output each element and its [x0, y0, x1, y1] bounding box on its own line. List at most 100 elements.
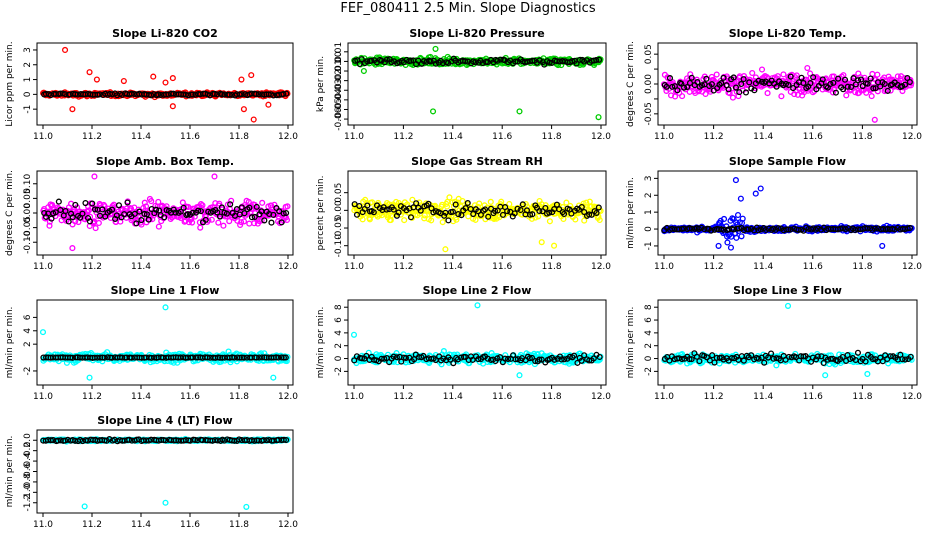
selected-point: [79, 210, 86, 217]
selected-point: [449, 208, 456, 215]
selected-point: [477, 211, 484, 218]
selected-point: [663, 83, 670, 90]
selected-point: [197, 208, 204, 215]
selected-point: [180, 204, 187, 211]
data-point: [735, 93, 742, 100]
y-axis-label: degrees C per min.: [626, 41, 636, 127]
x-tick-label: 11.0: [33, 520, 53, 530]
data-point: [596, 216, 603, 224]
selected-point: [775, 225, 782, 232]
selected-point: [708, 227, 715, 234]
outlier-point: [432, 45, 439, 52]
outlier-point: [871, 116, 878, 123]
data-point: [476, 200, 483, 207]
x-tick-label: 12.0: [278, 392, 298, 402]
chart-panel: Slope Li-820 Temp.11.0 11.2 11.4 11.6 11.8 12…: [626, 27, 922, 142]
selected-point: [417, 207, 424, 214]
y-tick-label: -0.06: [334, 107, 344, 131]
selected-point: [407, 57, 415, 64]
selected-point: [195, 207, 202, 214]
y-tick-label: -2: [23, 366, 33, 375]
selected-point: [115, 202, 123, 209]
selected-point: [109, 206, 116, 213]
y-tick-label: 0.00: [334, 200, 344, 220]
y-tick-label: 4: [644, 330, 654, 336]
data-point: [258, 217, 265, 224]
selected-point: [698, 224, 705, 231]
selected-point: [280, 90, 287, 98]
outlier-point: [360, 67, 367, 75]
selected-point: [72, 201, 79, 208]
data-point: [401, 217, 408, 224]
outlier-point: [62, 46, 69, 54]
data-point: [268, 202, 275, 209]
selected-point: [255, 91, 262, 98]
selected-point: [738, 80, 745, 87]
selected-point: [280, 210, 287, 217]
selected-point: [745, 226, 752, 233]
y-tick-label: 8: [334, 304, 344, 310]
y-tick-label: -1: [644, 241, 654, 250]
selected-point: [464, 199, 471, 207]
x-tick-label: 11.8: [229, 520, 249, 530]
x-tick-label: 11.8: [542, 132, 562, 142]
selected-point: [494, 57, 501, 64]
x-tick-label: 11.4: [443, 262, 463, 272]
selected-point: [238, 204, 245, 211]
selected-point: [511, 210, 518, 217]
selected-point: [189, 209, 196, 216]
outlier-point: [162, 79, 169, 86]
chart-title: Slope Li-820 CO2: [112, 27, 218, 40]
data-point: [208, 216, 215, 223]
selected-point: [870, 85, 877, 92]
selected-point: [686, 79, 694, 87]
selected-point: [141, 210, 148, 218]
selected-point: [832, 89, 839, 96]
main-title: FEF_080411 2.5 Min. Slope Diagnostics: [340, 1, 596, 16]
y-tick-label: -0.05: [644, 102, 654, 125]
data-point: [453, 216, 460, 223]
selected-point: [708, 81, 715, 88]
x-tick-label: 11.6: [180, 132, 200, 142]
data-point: [359, 216, 366, 223]
selected-point: [82, 199, 89, 207]
outlier-point: [538, 239, 545, 246]
selected-point: [395, 209, 402, 216]
selected-point: [74, 91, 81, 98]
y-tick-label: -0.02: [334, 69, 344, 92]
plot-frame: [347, 299, 607, 386]
y-axis-label: Licor ppm per min.: [5, 41, 15, 126]
data-point: [215, 219, 222, 226]
data-point: [485, 205, 492, 212]
selected-point: [364, 58, 371, 65]
x-tick-label: 11.0: [654, 392, 674, 402]
selected-point: [248, 214, 255, 221]
selected-point: [55, 198, 62, 205]
selected-point: [133, 220, 140, 227]
y-tick-label: 0.0: [23, 433, 33, 448]
chart-title: Slope Amb. Box Temp.: [96, 155, 234, 168]
selected-point: [253, 203, 260, 210]
selected-point: [593, 209, 600, 216]
selected-point: [669, 83, 676, 90]
selected-point: [546, 209, 553, 216]
selected-point: [751, 87, 758, 94]
outlier-point: [822, 372, 829, 379]
data-point: [506, 200, 513, 208]
x-tick-label: 11.2: [704, 262, 724, 272]
selected-point: [145, 216, 152, 223]
selected-point: [189, 91, 196, 98]
x-tick-label: 12.0: [278, 132, 298, 142]
y-tick-label: 0.00: [23, 203, 33, 223]
selected-point: [568, 210, 575, 217]
data-point: [245, 198, 252, 205]
selected-point: [415, 57, 422, 64]
y-tick-label: 0: [23, 91, 33, 97]
outlier-point: [162, 499, 169, 506]
x-tick-label: 11.2: [704, 392, 724, 402]
data-point: [733, 234, 740, 241]
y-tick-label: -0.01: [334, 59, 344, 82]
selected-point: [358, 56, 365, 63]
x-tick-label: 11.4: [131, 520, 151, 530]
